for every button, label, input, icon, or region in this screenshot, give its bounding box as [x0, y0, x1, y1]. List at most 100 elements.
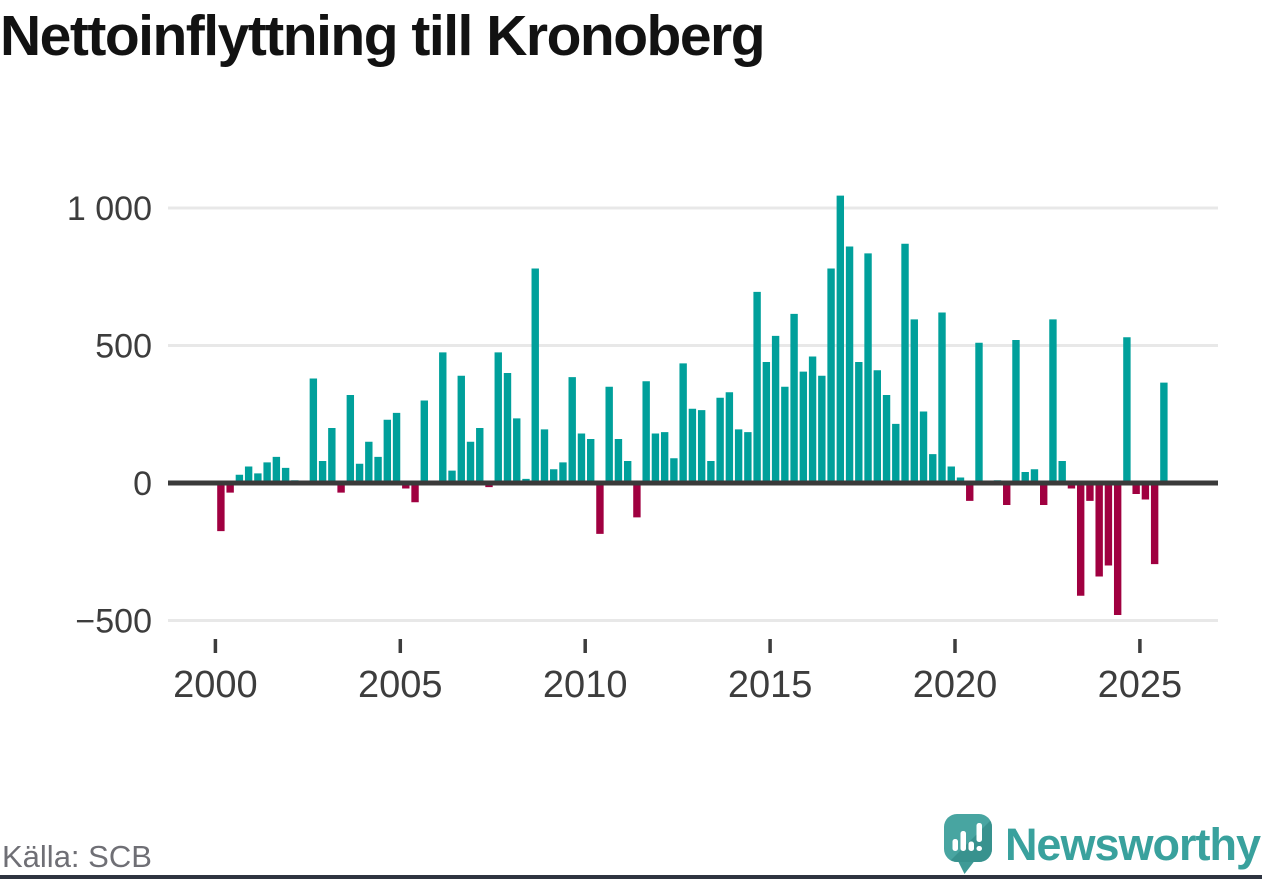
bar-positive: [457, 375, 465, 483]
bar-positive: [688, 408, 697, 483]
bar-negative: [217, 483, 225, 532]
bar-positive: [318, 461, 327, 483]
bar-positive: [254, 473, 262, 483]
bar-positive: [725, 392, 734, 483]
bar-positive: [697, 410, 706, 483]
y-tick-label: 1 000: [67, 190, 152, 228]
bar-positive: [845, 246, 854, 483]
x-tick-label: 2000: [173, 664, 258, 706]
bar-positive: [383, 419, 392, 483]
newsworthy-logo-icon: [943, 814, 992, 874]
bar-positive: [1049, 319, 1057, 483]
bar-positive: [531, 268, 539, 483]
bar-negative: [1104, 483, 1113, 566]
bar-positive: [790, 313, 798, 483]
bar-positive: [808, 356, 817, 483]
bar-negative: [1040, 483, 1048, 505]
bar-positive: [864, 253, 872, 483]
bar-negative: [1113, 483, 1122, 615]
bar-negative: [411, 483, 419, 503]
bar-negative: [226, 483, 234, 493]
bar-positive: [503, 373, 512, 483]
x-tick-label: 2010: [543, 664, 628, 706]
bar-negative: [966, 483, 974, 501]
bar-positive: [651, 433, 660, 483]
bar-positive: [568, 377, 576, 483]
bar-positive: [818, 375, 826, 483]
newsworthy-logo-text: Newsworthy: [1004, 818, 1261, 870]
bar-positive: [374, 456, 382, 483]
bar-negative: [1095, 483, 1103, 577]
bar-positive: [448, 470, 456, 483]
bar-positive: [346, 395, 355, 483]
x-tick-label: 2005: [358, 664, 443, 706]
bar-positive: [420, 400, 428, 483]
bar-negative: [633, 483, 641, 518]
x-tick-label: 2015: [728, 664, 813, 706]
bar-positive: [466, 441, 475, 483]
bar-positive: [559, 462, 567, 483]
bar-negative: [1003, 483, 1011, 505]
bar-negative: [337, 483, 345, 493]
bar-positive: [781, 386, 789, 483]
bar-positive: [281, 467, 290, 483]
bar-positive: [873, 370, 881, 483]
bar-positive: [309, 378, 318, 483]
bar-positive: [587, 439, 595, 483]
bar-positive: [929, 454, 937, 483]
bar-positive: [263, 462, 271, 483]
bar-positive: [855, 362, 863, 483]
x-tick-label: 2020: [913, 664, 998, 706]
logo-barchart-glyph: [952, 823, 982, 851]
bar-negative: [1141, 483, 1150, 500]
bar-positive: [836, 195, 845, 483]
bar-positive: [550, 469, 558, 483]
bar-positive: [660, 432, 669, 483]
bar-positive: [642, 381, 650, 483]
bar-positive: [365, 441, 373, 483]
bar-positive: [1021, 472, 1029, 483]
bar-positive: [975, 342, 983, 483]
bar-positive: [439, 352, 447, 483]
bar-negative: [1150, 483, 1159, 565]
bar-negative: [596, 483, 604, 534]
bar-positive: [272, 456, 281, 483]
bar-positive: [753, 291, 761, 483]
bar-positive: [1123, 337, 1131, 483]
bar-positive: [799, 371, 808, 483]
bar-positive: [670, 458, 678, 483]
bar-positive: [235, 474, 244, 483]
bar-positive: [679, 363, 687, 483]
bar-positive: [476, 428, 484, 483]
bar-positive: [734, 429, 743, 483]
source-label: Källa: SCB: [2, 839, 152, 874]
bar-positive: [762, 362, 771, 483]
bar-positive: [892, 423, 900, 483]
bar-positive: [1012, 340, 1020, 483]
bar-positive: [919, 411, 928, 483]
bar-positive: [328, 428, 336, 483]
bar-positive: [494, 352, 502, 483]
bar-positive: [947, 466, 955, 483]
bar-positive: [744, 432, 752, 483]
bar-positive: [716, 397, 724, 483]
newsworthy-logo: Newsworthy: [943, 813, 1261, 875]
bar-positive: [614, 439, 623, 483]
bar-positive: [771, 335, 780, 483]
x-tick-label: 2025: [1098, 664, 1183, 706]
bar-negative: [402, 483, 410, 489]
bar-positive: [577, 433, 586, 483]
bar-positive: [392, 412, 401, 483]
bar-positive: [244, 466, 253, 483]
bar-negative: [1132, 483, 1140, 494]
bar-positive: [605, 386, 613, 483]
bar-negative: [1067, 483, 1076, 489]
bar-positive: [910, 319, 918, 483]
bar-positive: [623, 461, 632, 483]
y-tick-label: −500: [75, 603, 152, 641]
bar-positive: [513, 418, 521, 483]
y-tick-label: 0: [133, 465, 152, 503]
bar-positive: [707, 461, 715, 483]
bar-positive: [1030, 469, 1039, 483]
